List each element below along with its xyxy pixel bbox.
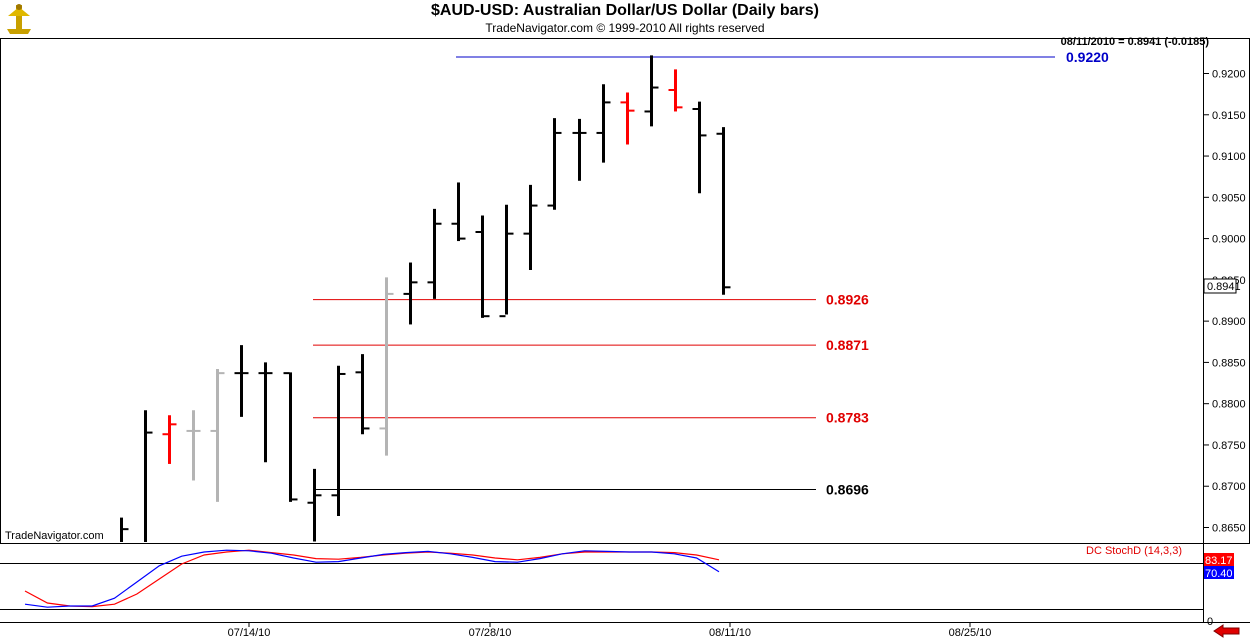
price-tick-label: 0.8750 [1212,440,1246,452]
stoch-k-line [24,549,720,608]
ohlc-bar [716,127,731,295]
price-tick-label: 0.8650 [1212,523,1246,535]
price-tick-label: 0.8900 [1212,316,1246,328]
ohlc-bar [379,277,394,456]
ohlc-bar [355,354,370,435]
stoch-d-value-box [1204,553,1234,566]
left-arrow-icon[interactable] [1212,624,1242,638]
ohlc-bar [210,369,225,502]
ohlc-bar [120,517,129,542]
stoch-k-value: 70.40 [1205,568,1233,580]
date-label: 08/11/10 [709,627,751,639]
ohlc-bar [668,69,683,112]
price-tick-label: 0.9150 [1212,110,1246,122]
ohlc-bar [283,372,298,502]
ohlc-bar [499,204,514,318]
price-tick-label: 0.8700 [1212,481,1246,493]
stochastic-panel [24,549,720,608]
level-label: 0.8783 [826,410,869,426]
ohlc-bars [120,55,731,542]
ohlc-bar [644,55,659,127]
stoch-label: DC StochD (14,3,3) [1086,545,1182,557]
price-tick-label: 0.8850 [1212,357,1246,369]
ohlc-bar [144,410,153,542]
ohlc-bar [403,262,418,325]
ohlc-bar [307,468,322,542]
date-label: 08/25/10 [949,627,992,639]
ohlc-bar [572,118,587,181]
last-price-label: 0.8941 [1207,281,1241,293]
stoch-zero-label: 0 [1207,616,1213,628]
price-tick-label: 0.8800 [1212,399,1246,411]
price-axis-ticks: 0.8650 0.8700 0.8750 0.8800 0.8850 0.8900 0.89… [1203,69,1246,535]
level-label: 0.9220 [1066,49,1109,65]
ohlc-bar [427,208,442,299]
ohlc-bar [620,92,635,145]
chart-subtitle: TradeNavigator.com © 1999-2010 All right… [485,21,765,35]
level-label: 0.8696 [826,482,869,498]
level-label: 0.8926 [826,292,869,308]
ohlc-bar [692,101,707,194]
price-tick-label: 0.9050 [1212,192,1246,204]
price-panel-frame [0,38,1250,544]
stoch-d-value: 83.17 [1205,555,1233,567]
last-bar-info: 08/11/2010 = 0.8941 (-0.0185) [1061,36,1210,48]
date-label: 07/14/10 [228,627,271,639]
ohlc-bar [523,184,538,270]
ohlc-bar [258,362,273,463]
watermark: TradeNavigator.com [5,530,104,542]
ohlc-bar [186,410,201,481]
ohlc-bar [331,365,346,516]
date-label: 07/28/10 [469,627,512,639]
ohlc-bar [547,118,562,210]
last-price-box [1203,278,1237,294]
ohlc-bar [596,84,611,163]
chart-title: $AUD-USD: Australian Dollar/US Dollar (D… [431,2,819,19]
stoch-d-line [24,549,720,608]
level-lines: 0.9220 0.8926 0.8871 0.8783 0.8696 [313,49,1109,498]
ohlc-bar [475,215,490,318]
price-tick-label: 0.9200 [1212,69,1246,81]
chart-header: $AUD-USD: Australian Dollar/US Dollar (D… [0,0,1250,38]
ohlc-bar [162,415,177,464]
date-axis-labels: 07/14/10 07/28/10 08/11/10 08/25/10 [228,622,992,639]
price-tick-label: 0.9000 [1212,234,1246,246]
stoch-k-value-box [1204,566,1234,579]
ohlc-bar [451,182,466,242]
price-tick-label: 0.9100 [1212,151,1246,163]
level-label: 0.8871 [826,337,869,353]
ohlc-bar [234,345,249,417]
trade-navigator-logo-icon [4,2,34,36]
